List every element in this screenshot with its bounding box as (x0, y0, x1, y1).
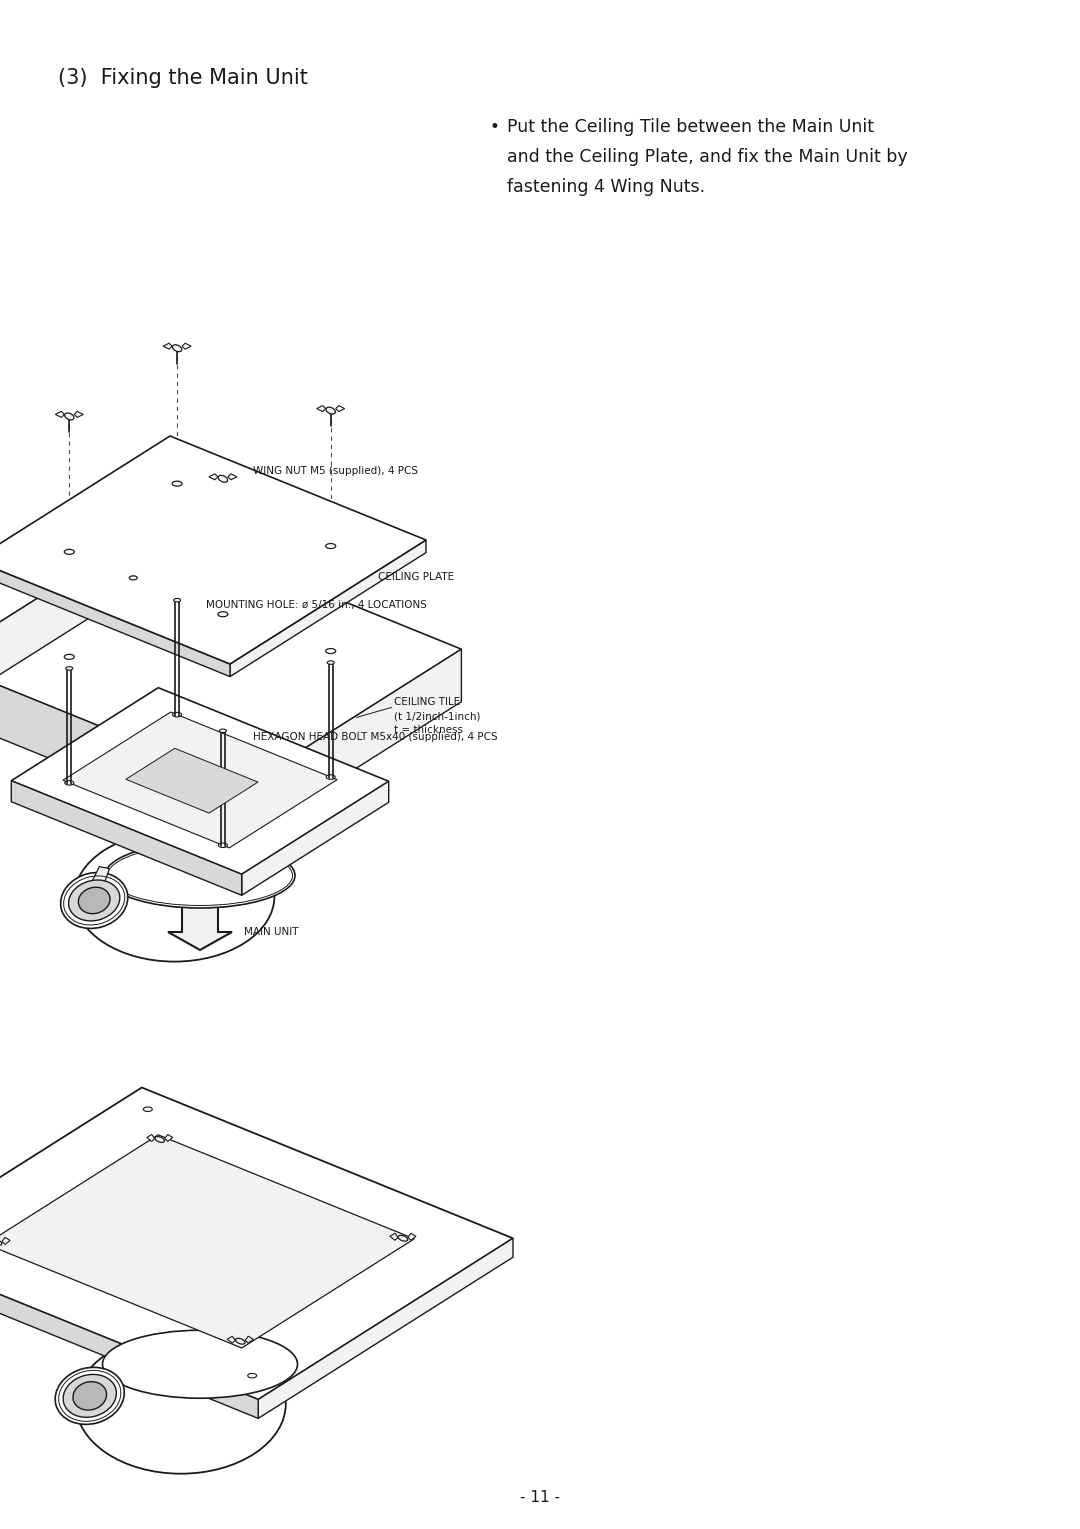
Polygon shape (242, 781, 389, 896)
Ellipse shape (326, 407, 336, 414)
Polygon shape (0, 436, 426, 664)
Polygon shape (246, 650, 461, 838)
Polygon shape (11, 781, 242, 896)
Polygon shape (183, 342, 191, 349)
Text: MAIN UNIT: MAIN UNIT (244, 927, 299, 937)
Ellipse shape (60, 873, 127, 928)
Polygon shape (0, 1087, 513, 1399)
Ellipse shape (174, 598, 180, 602)
Ellipse shape (235, 1338, 245, 1344)
Polygon shape (0, 661, 246, 838)
Ellipse shape (218, 842, 228, 847)
Ellipse shape (130, 576, 137, 579)
Polygon shape (227, 1336, 235, 1342)
Polygon shape (55, 411, 65, 417)
Ellipse shape (327, 661, 334, 664)
Polygon shape (245, 1336, 253, 1342)
Ellipse shape (68, 881, 120, 920)
Ellipse shape (55, 1367, 124, 1425)
Ellipse shape (247, 1373, 257, 1378)
Ellipse shape (63, 1375, 117, 1417)
Text: CEILING PLATE: CEILING PLATE (378, 572, 454, 581)
Ellipse shape (218, 612, 228, 616)
Text: CEILING TILE: CEILING TILE (393, 697, 460, 708)
Polygon shape (208, 474, 218, 480)
Text: Put the Ceiling Tile between the Main Unit: Put the Ceiling Tile between the Main Un… (507, 118, 874, 136)
Ellipse shape (0, 1240, 2, 1245)
Ellipse shape (172, 482, 183, 486)
Polygon shape (316, 405, 326, 411)
Polygon shape (0, 560, 230, 677)
Polygon shape (258, 1238, 513, 1419)
Ellipse shape (326, 648, 336, 653)
Ellipse shape (76, 1333, 286, 1474)
Polygon shape (168, 901, 232, 950)
Ellipse shape (65, 413, 75, 420)
Ellipse shape (75, 832, 274, 962)
Ellipse shape (66, 667, 72, 670)
Ellipse shape (218, 717, 228, 722)
Ellipse shape (173, 344, 181, 352)
Polygon shape (390, 1234, 397, 1240)
Polygon shape (2, 1237, 10, 1245)
Text: WING NUT M5 (supplied), 4 PCS: WING NUT M5 (supplied), 4 PCS (253, 466, 418, 476)
Polygon shape (90, 867, 109, 888)
Ellipse shape (173, 713, 181, 717)
Ellipse shape (65, 549, 75, 555)
Text: HEXAGON HEAD BOLT M5x40 (supplied), 4 PCS: HEXAGON HEAD BOLT M5x40 (supplied), 4 PC… (253, 732, 498, 742)
Ellipse shape (144, 1107, 152, 1112)
Polygon shape (11, 688, 389, 875)
Ellipse shape (79, 887, 110, 914)
Text: - 11 -: - 11 - (519, 1489, 561, 1505)
Polygon shape (0, 1249, 258, 1419)
Ellipse shape (154, 1136, 164, 1142)
Polygon shape (336, 405, 345, 411)
Ellipse shape (326, 543, 336, 549)
Polygon shape (408, 1234, 416, 1240)
Polygon shape (165, 1135, 173, 1142)
Ellipse shape (218, 476, 228, 482)
Ellipse shape (105, 842, 295, 908)
Polygon shape (125, 748, 258, 813)
Text: t = thickness: t = thickness (393, 725, 462, 735)
Text: •: • (490, 118, 500, 136)
Polygon shape (230, 540, 426, 677)
Polygon shape (163, 342, 172, 349)
Text: fastening 4 Wing Nuts.: fastening 4 Wing Nuts. (507, 177, 705, 196)
Polygon shape (0, 524, 461, 786)
Ellipse shape (65, 654, 75, 659)
Ellipse shape (219, 729, 227, 732)
Polygon shape (228, 474, 237, 480)
Polygon shape (0, 1135, 415, 1349)
Polygon shape (147, 1135, 154, 1142)
Text: (3)  Fixing the Main Unit: (3) Fixing the Main Unit (58, 67, 308, 89)
Text: (t 1/2inch-1inch): (t 1/2inch-1inch) (393, 711, 481, 722)
Text: and the Ceiling Plate, and fix the Main Unit by: and the Ceiling Plate, and fix the Main … (507, 148, 907, 167)
Polygon shape (75, 411, 83, 417)
Text: MOUNTING HOLE: ø 5/16 in., 4 LOCATIONS: MOUNTING HOLE: ø 5/16 in., 4 LOCATIONS (206, 599, 427, 610)
Ellipse shape (172, 586, 183, 592)
Ellipse shape (65, 781, 73, 784)
Polygon shape (63, 713, 337, 849)
Ellipse shape (73, 1382, 107, 1410)
Ellipse shape (326, 775, 335, 780)
Ellipse shape (103, 1330, 297, 1398)
Ellipse shape (399, 1235, 408, 1242)
Polygon shape (0, 524, 154, 714)
